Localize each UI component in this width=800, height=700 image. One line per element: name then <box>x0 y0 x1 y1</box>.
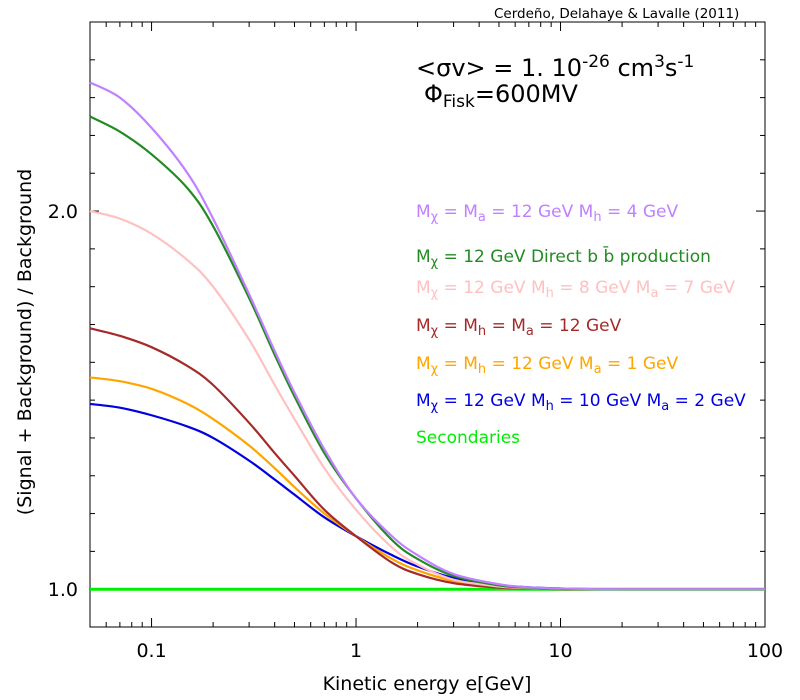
y-tick-label: 2.0 <box>48 201 78 223</box>
legend-text: M <box>416 278 431 298</box>
credit-text: Cerdeño, Delahaye & Lavalle (2011) <box>494 6 740 22</box>
legend-entry: Mχ = 12 GeV Mh = 10 GeV Ma = 2 GeV <box>416 391 746 414</box>
legend-text: = 12 GeV M <box>438 278 546 298</box>
legend-subscript: h <box>593 210 602 225</box>
legend-text: M <box>416 354 431 374</box>
x-tick-label: 1 <box>350 640 362 662</box>
y-axis-label: (Signal + Background) / Background <box>14 168 36 516</box>
legend-text: M <box>416 202 431 222</box>
fisk-subscript: Fisk <box>442 92 475 112</box>
legend-text: Secondaries <box>416 428 521 448</box>
legend-text: = 10 GeV M <box>553 391 662 411</box>
series-line-1 <box>89 115 765 591</box>
legend-text: = M <box>438 202 478 222</box>
legend-text: = 7 GeV <box>658 278 735 298</box>
legend-subscript: a <box>593 362 602 377</box>
legend-text: M <box>416 391 431 411</box>
x-axis-label: Kinetic energy e[GeV] <box>322 673 532 695</box>
legend-text: = M <box>438 354 478 374</box>
legend-text: = 12 GeV Direct b b̄ production <box>438 247 711 267</box>
legend-text: = 12 GeV M <box>485 202 594 222</box>
legend-subscript: h <box>545 399 554 414</box>
legend-text: = 1 GeV <box>601 354 679 374</box>
legend-entry: Mχ = Mh = 12 GeV Ma = 1 GeV <box>416 354 679 377</box>
legend-subscript: a <box>525 324 534 339</box>
legend-subscript: χ <box>430 399 439 414</box>
legend-subscript: h <box>477 362 487 377</box>
legend-entry: Mχ = 12 GeV Direct b b̄ production <box>416 247 711 270</box>
legend-text: = M <box>438 316 478 336</box>
legend-text: M <box>416 316 431 336</box>
legend-text: = M <box>486 316 526 336</box>
legend-text: = 12 GeV M <box>438 391 546 411</box>
x-tick-label: 100 <box>747 640 783 662</box>
cross-section-unit-2: s <box>664 54 678 82</box>
x-tick-label: 10 <box>548 640 572 662</box>
legend-text: M <box>416 247 431 267</box>
legend-text: = 12 GeV M <box>486 354 594 374</box>
cross-section-unit: cm <box>609 54 655 82</box>
legend-subscript: h <box>545 286 554 301</box>
legend-text: = 4 GeV <box>601 202 679 222</box>
y-tick-label: 1.0 <box>48 579 78 601</box>
legend-entry: Secondaries <box>416 430 520 447</box>
legend-subscript: χ <box>430 210 439 225</box>
series-line-0 <box>89 81 765 591</box>
legend-subscript: a <box>650 286 659 301</box>
cross-section-annotation: <σv> = 1. 10-26 cm3s-1 <box>416 52 695 82</box>
fisk-potential-annotation: ΦFisk=600MV <box>424 82 578 111</box>
cross-section-unit-exponent-2: -1 <box>677 52 695 72</box>
legend-subscript: χ <box>430 255 439 270</box>
legend-subscript: χ <box>430 324 439 339</box>
legend-subscript: a <box>477 210 486 225</box>
legend-subscript: a <box>661 399 670 414</box>
cross-section-exponent: -26 <box>582 52 610 72</box>
x-tick-label: 0.1 <box>136 640 166 662</box>
cross-section-unit-exponent-1: 3 <box>654 52 665 72</box>
legend-entry: Mχ = Ma = 12 GeV Mh = 4 GeV <box>416 202 679 225</box>
fisk-phi-symbol: Φ <box>424 80 443 108</box>
fisk-value: =600MV <box>474 80 578 108</box>
cross-section-prefix: <σv> = 1. 10 <box>416 54 583 82</box>
legend-entry: Mχ = 12 GeV Mh = 8 GeV Ma = 7 GeV <box>416 278 735 301</box>
legend-subscript: h <box>477 324 487 339</box>
legend-subscript: χ <box>430 286 439 301</box>
legend-subscript: χ <box>430 362 439 377</box>
legend-text: = 2 GeV <box>669 391 746 411</box>
legend-text: = 12 GeV <box>533 316 622 336</box>
legend-entry: Mχ = Mh = Ma = 12 GeV <box>416 316 622 339</box>
legend-text: = 8 GeV M <box>553 278 651 298</box>
